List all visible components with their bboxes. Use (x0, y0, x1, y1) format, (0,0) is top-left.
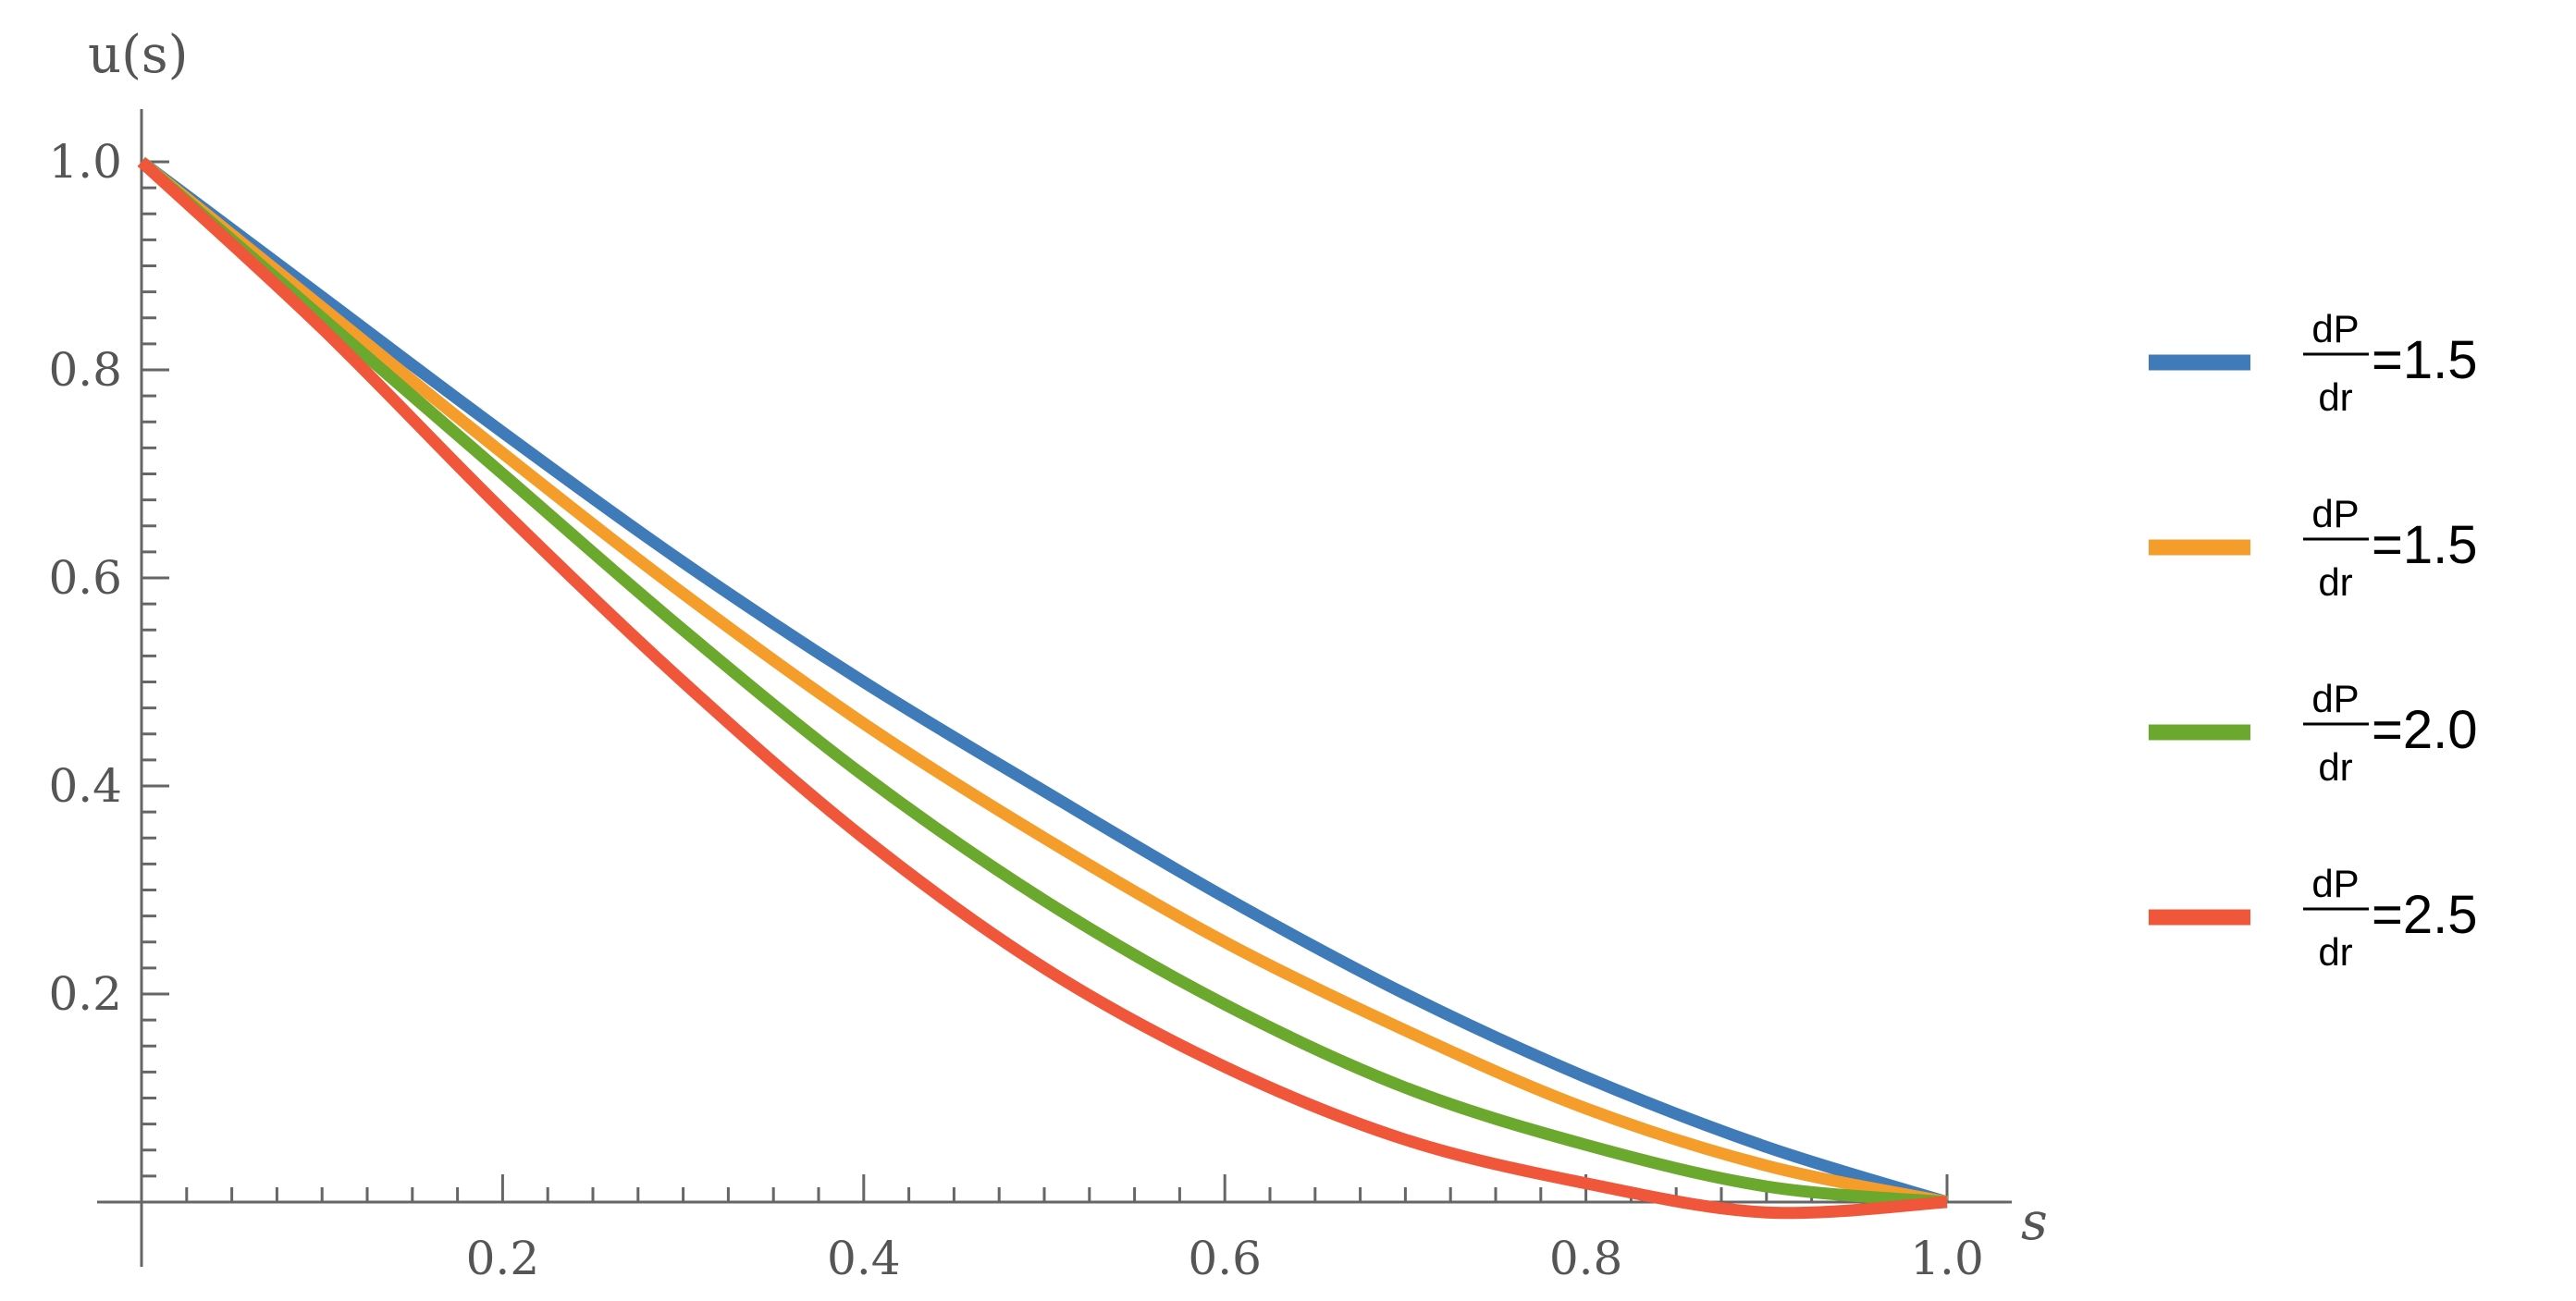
legend-fraction-numerator: dP (2311, 862, 2359, 905)
legend-value: =2.5 (2372, 885, 2478, 945)
legend-fraction-denominator: dr (2318, 560, 2352, 604)
legend-fraction-numerator: dP (2311, 492, 2359, 535)
series-line-2 (137, 156, 1949, 1209)
legend-fraction-numerator: dP (2311, 307, 2359, 350)
y-tick-label: 0.4 (48, 759, 122, 813)
x-tick-label: 0.2 (466, 1232, 540, 1285)
x-tick-label: 0.8 (1549, 1232, 1623, 1285)
legend-item-4: dP dr =2.5 (2149, 862, 2478, 974)
y-tick-label: 1.0 (48, 135, 122, 189)
legend-value: =2.0 (2372, 700, 2478, 760)
x-tick-label: 1.0 (1910, 1232, 1984, 1285)
legend-item-2: dP dr =1.5 (2149, 492, 2478, 604)
y-axis-label: u(s) (88, 25, 189, 85)
legend-value: =1.5 (2372, 330, 2478, 390)
series-line-3 (137, 157, 1948, 1209)
series-line-1 (138, 156, 1949, 1209)
axes: 0.2 0.4 0.6 0.8 1.0 0.2 0.4 0.6 0.8 1.0 (48, 109, 2012, 1285)
x-axis-label: s (2021, 1192, 2048, 1252)
legend-fraction-denominator: dr (2318, 930, 2352, 974)
legend-fraction-numerator: dP (2311, 677, 2359, 720)
series-line-4 (137, 157, 1948, 1220)
legend: dP dr =1.5 dP dr =1.5 dP dr =2.0 dP dr =2.5 (2149, 307, 2478, 974)
series-group (137, 156, 1949, 1220)
x-tick-label: 0.4 (827, 1232, 901, 1285)
legend-fraction-denominator: dr (2318, 745, 2352, 789)
y-tick-label: 0.2 (48, 967, 122, 1021)
legend-fraction-denominator: dr (2318, 375, 2352, 419)
legend-item-3: dP dr =2.0 (2149, 677, 2478, 789)
legend-item-1: dP dr =1.5 (2149, 307, 2478, 419)
y-tick-label: 0.6 (48, 551, 122, 605)
x-tick-label: 0.6 (1188, 1232, 1262, 1285)
y-tick-label: 0.8 (48, 343, 122, 397)
legend-value: =1.5 (2372, 515, 2478, 575)
